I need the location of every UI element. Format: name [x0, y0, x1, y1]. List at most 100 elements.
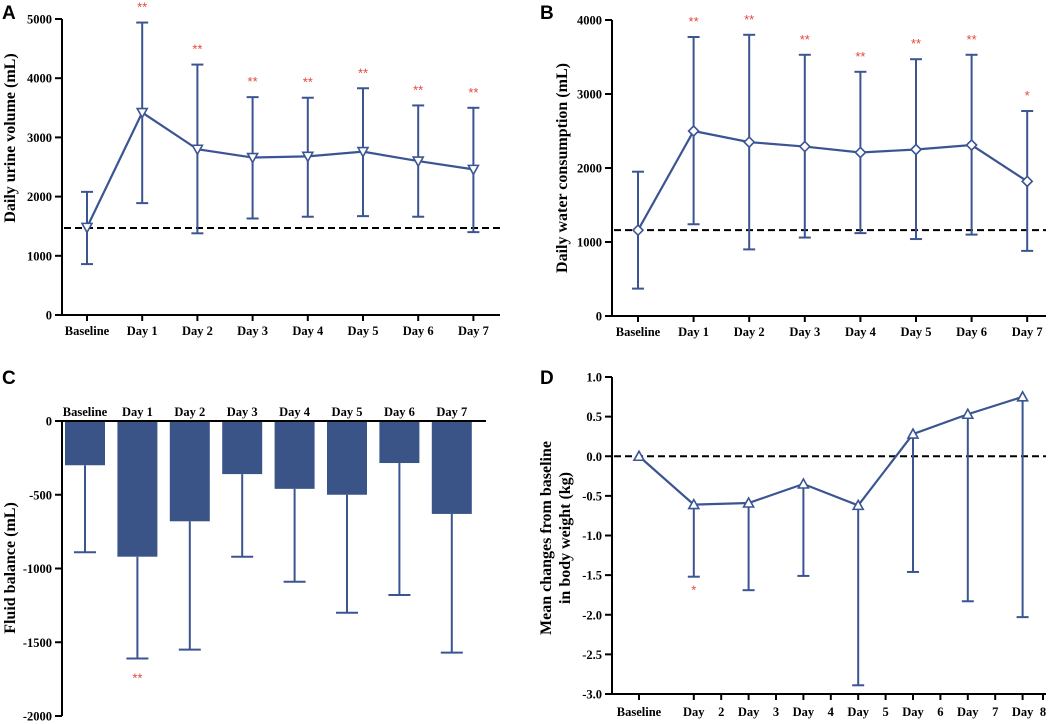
- series-line: [86, 110, 474, 228]
- panel-c-ylabel: Fluid balance (mL): [2, 502, 19, 634]
- significance-label: **: [967, 32, 977, 47]
- y-tick-label: -1000: [23, 562, 52, 576]
- marker-triangle-down: [135, 107, 149, 120]
- significance-label: *: [1025, 88, 1030, 103]
- marker-triangle-down: [356, 146, 370, 159]
- marker-triangle-up: [632, 449, 646, 462]
- panel-a: A Daily urine volume (mL) 0 1000 2000 3000 4…: [2, 0, 500, 338]
- panel-a-label: A: [2, 3, 16, 24]
- x-tick-label: 7: [992, 705, 998, 719]
- bar: [379, 421, 420, 464]
- significance-label: **: [137, 0, 147, 15]
- significance-label: **: [248, 74, 258, 89]
- x-tick-label: Day: [957, 705, 979, 719]
- significance-label: *: [691, 583, 696, 598]
- x-tick-label: Day 5: [348, 324, 379, 338]
- series-line: [637, 129, 1028, 231]
- y-tick-label: -2.5: [582, 648, 602, 662]
- panel-d-ylabel-line2: in body weight (kg): [557, 472, 574, 604]
- panel-d: D Mean changes from baseline in body wei…: [538, 368, 1046, 719]
- x-tick-label: Day 1: [127, 324, 158, 338]
- significance-label: **: [192, 42, 202, 57]
- bar: [274, 421, 315, 489]
- significance-label: **: [132, 670, 142, 685]
- marker-diamond: [965, 138, 978, 152]
- significance-label: **: [800, 32, 810, 47]
- significance-label: **: [468, 85, 478, 100]
- significance-label: **: [855, 49, 865, 64]
- x-tick-label: Day 6: [956, 325, 987, 339]
- marker-diamond: [854, 146, 867, 159]
- y-tick-label: 2000: [27, 190, 52, 204]
- y-tick-label: 3000: [27, 131, 52, 145]
- panel-b-ylabel: Daily water consumption (mL): [554, 63, 571, 273]
- y-tick-label: 3000: [577, 88, 602, 102]
- x-tick-label: Day 2: [182, 324, 213, 338]
- x-tick-label: Day: [793, 705, 815, 719]
- panel-c: C Fluid balance (mL) 0 -500 -1000 -1500 -200…: [2, 368, 486, 724]
- y-tick-label: 0.5: [586, 410, 602, 424]
- x-tick-label: Day 4: [279, 405, 311, 419]
- significance-label: **: [744, 12, 754, 27]
- marker-triangle-up: [851, 498, 865, 511]
- marker-diamond: [798, 140, 811, 153]
- marker-triangle-up: [687, 497, 701, 510]
- y-tick-label: 0: [46, 309, 52, 323]
- x-tick-label: Day 1: [678, 325, 709, 339]
- marker-triangle-down: [411, 156, 425, 168]
- series-line: [638, 395, 1023, 507]
- panel-c-plot: 0 -500 -1000 -1500 -2000 Baseline Day 1 Day 2 Da…: [23, 405, 486, 724]
- x-tick-label: Day 2: [734, 325, 765, 339]
- x-tick-label: 4: [828, 705, 835, 719]
- x-tick-label: Day 7: [458, 324, 489, 338]
- x-tick-label: Day 7: [436, 405, 467, 419]
- significance-label: **: [911, 36, 921, 51]
- y-tick-label: 0.0: [586, 450, 602, 464]
- x-tick-label: Day 2: [174, 405, 205, 419]
- panel-b: B Daily water consumption (mL) 0 1000 2000…: [540, 3, 1046, 339]
- y-tick-label: 1.0: [586, 371, 602, 385]
- panel-d-ylabel-line1: Mean changes from baseline: [538, 441, 555, 635]
- x-tick-label: Day 3: [227, 405, 258, 419]
- y-tick-label: -0.5: [582, 489, 602, 503]
- y-tick-label: -500: [29, 488, 52, 502]
- marker-triangle-up: [961, 407, 975, 420]
- x-tick-label: Day 4: [292, 324, 324, 338]
- x-tick-label: Day 6: [403, 324, 434, 338]
- marker-diamond: [687, 124, 700, 138]
- significance-label: **: [358, 65, 368, 80]
- x-tick-label: Baseline: [63, 405, 108, 419]
- panel-b-label: B: [540, 3, 554, 24]
- x-tick-label: Baseline: [616, 325, 661, 339]
- marker-triangle-up: [906, 427, 920, 439]
- panel-d-plot: 1.0 0.5 0.0 -0.5 -1.0 -1.5 -2.0 -2.5 -3.0 Baselin…: [582, 371, 1046, 720]
- x-tick-label: Day: [847, 705, 869, 719]
- x-tick-label: Day: [1012, 705, 1034, 719]
- bar: [222, 421, 263, 475]
- x-tick-label: Baseline: [65, 324, 110, 338]
- y-tick-label: 0: [596, 310, 602, 324]
- bar: [65, 421, 105, 466]
- y-tick-label: -2000: [23, 710, 52, 724]
- x-tick-label: Baseline: [617, 705, 662, 719]
- significance-label: **: [413, 82, 423, 97]
- y-tick-label: 5000: [27, 13, 52, 27]
- marker-triangle-down: [80, 222, 94, 235]
- x-tick-label: 3: [773, 705, 779, 719]
- marker-diamond: [909, 143, 923, 156]
- y-tick-label: 2000: [577, 162, 602, 176]
- bar: [169, 421, 210, 522]
- marker-diamond: [743, 135, 756, 149]
- panel-a-plot: 0 1000 2000 3000 4000 5000 Baseline Day 1 Day 2 D…: [27, 0, 500, 338]
- marker-triangle-down: [246, 152, 259, 165]
- x-tick-label: Day 5: [901, 325, 932, 339]
- marker-triangle-down: [301, 151, 315, 163]
- panel-c-label: C: [2, 368, 16, 389]
- y-tick-label: -2.0: [582, 608, 602, 622]
- x-tick-label: Day 3: [789, 325, 820, 339]
- significance-label: **: [303, 75, 313, 90]
- marker-diamond: [1021, 175, 1034, 188]
- y-tick-label: 0: [46, 415, 52, 429]
- panel-b-plot: 0 1000 2000 3000 4000 Baseline Day 1 Day 2 Day 3…: [577, 12, 1046, 339]
